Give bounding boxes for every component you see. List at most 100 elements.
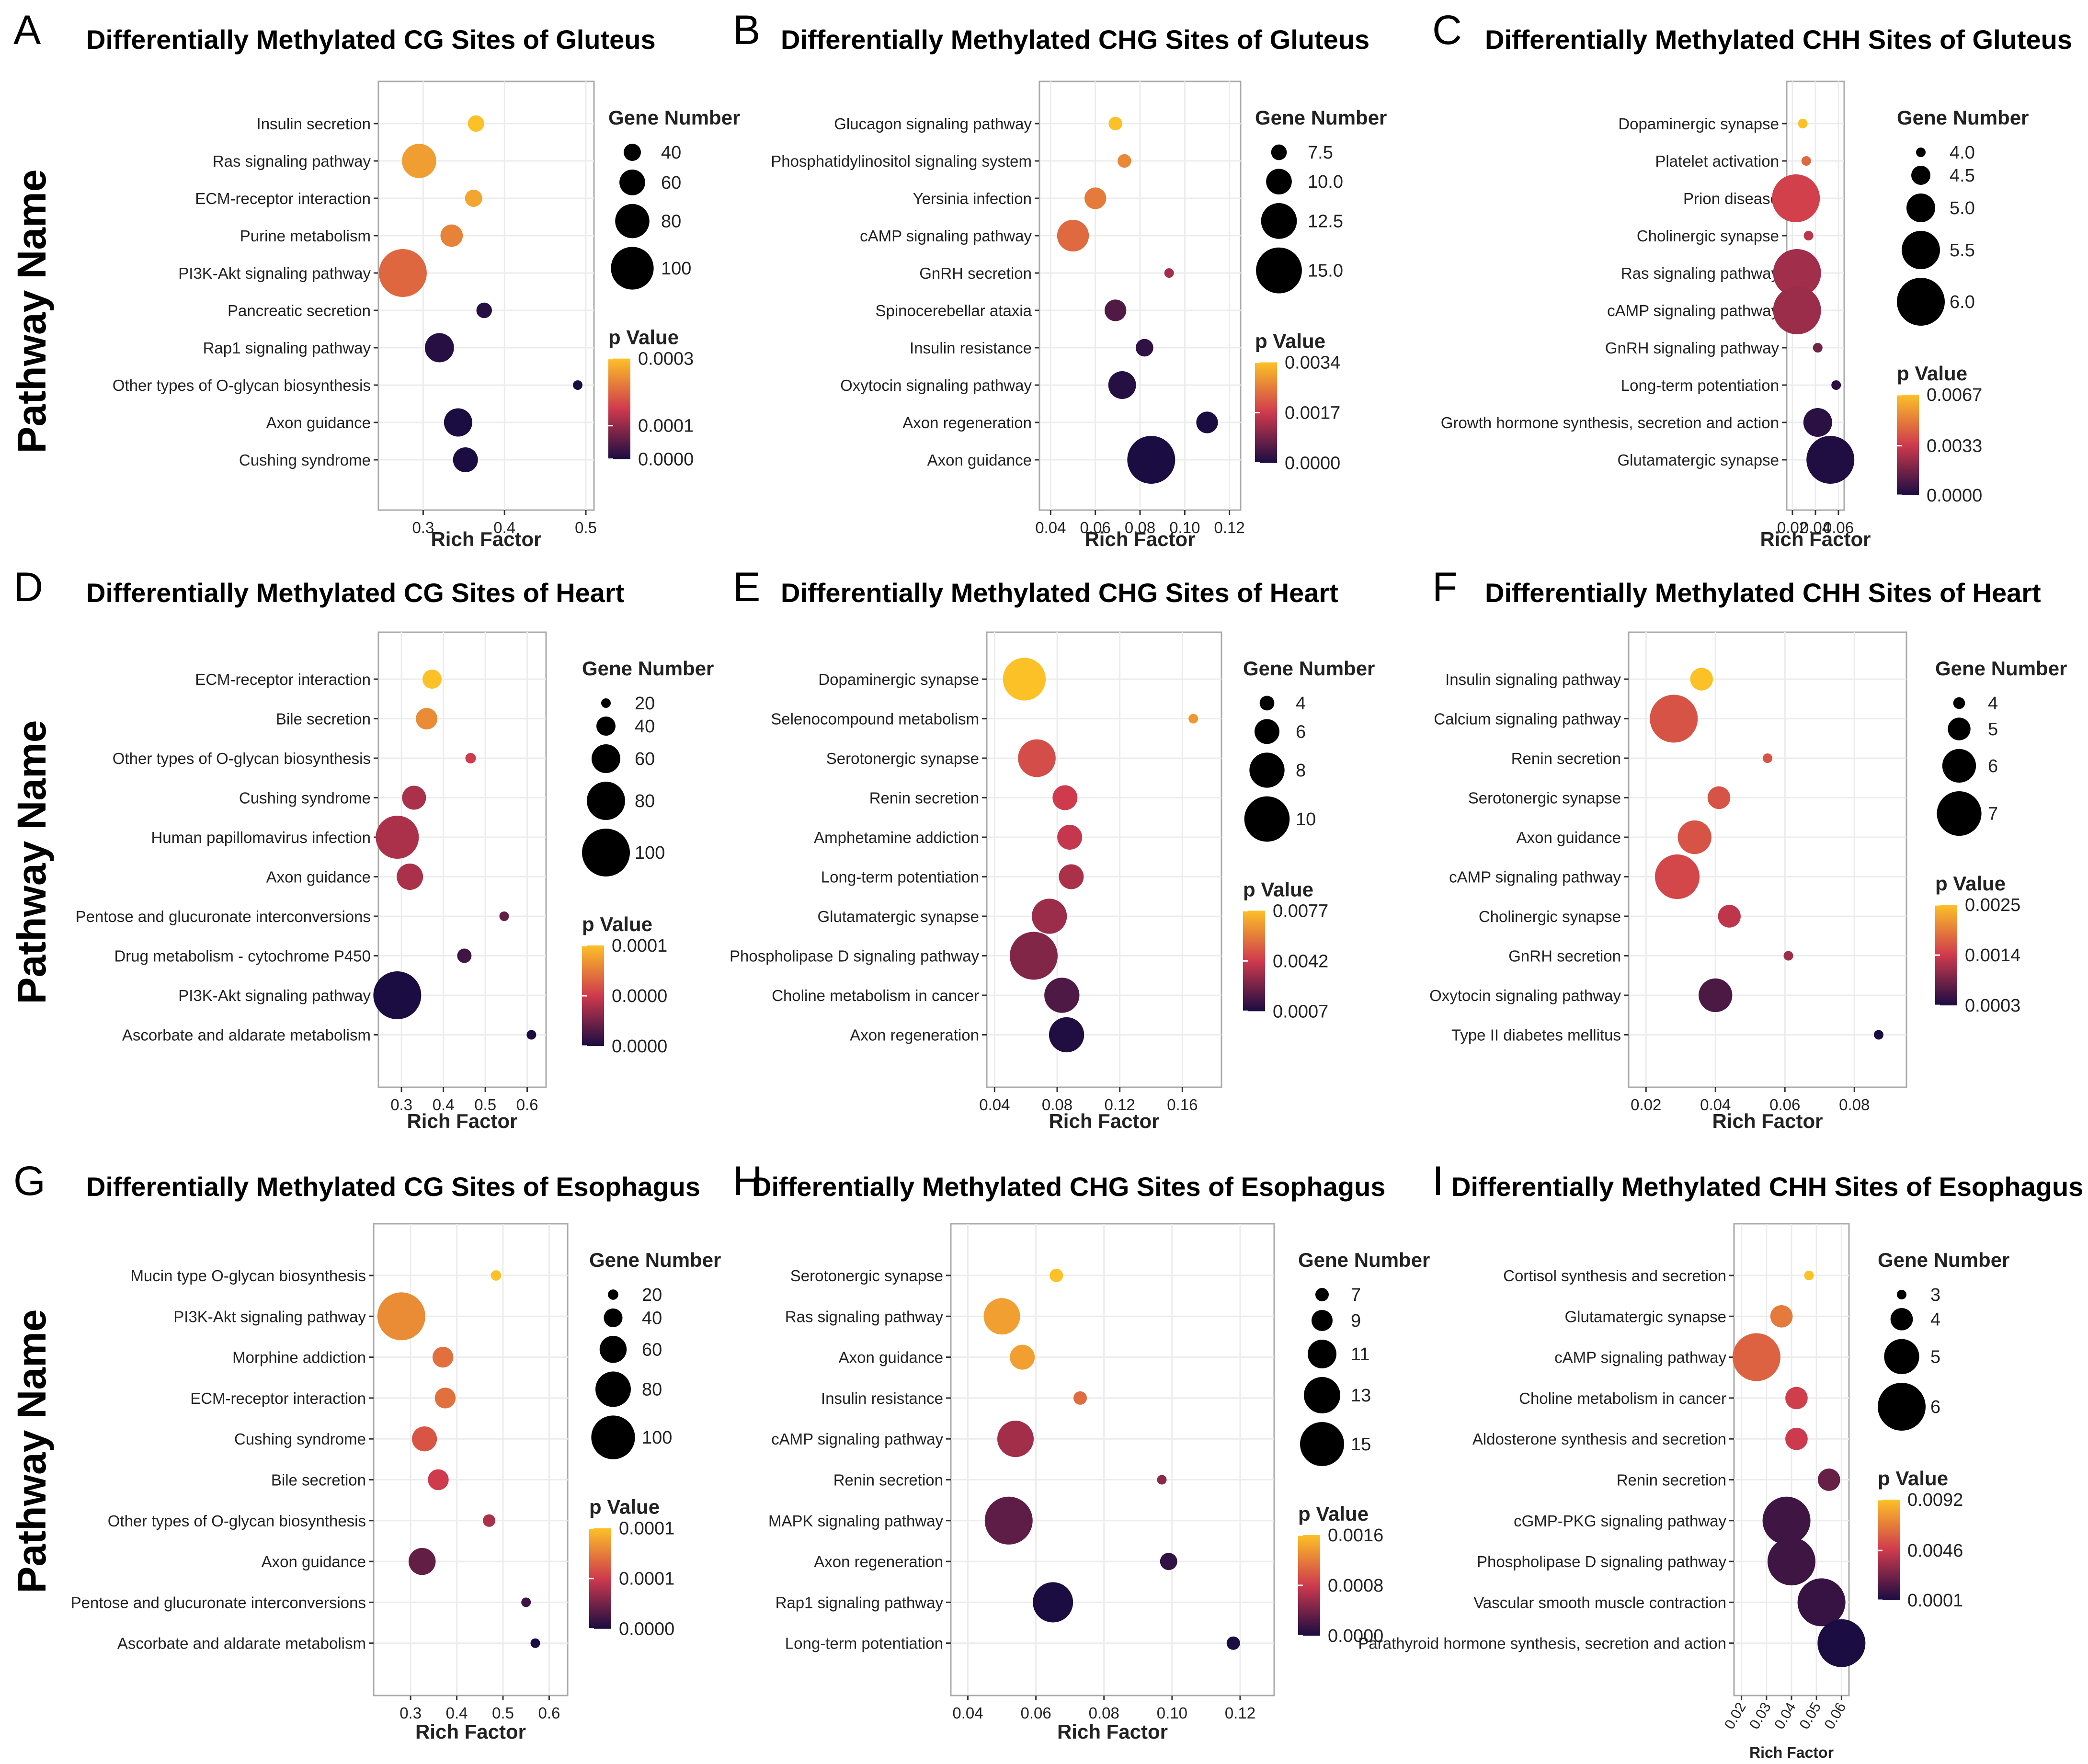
data-point [428, 1469, 449, 1491]
x-tick-label: 0.04 [1035, 519, 1066, 536]
size-legend-dot [1249, 752, 1285, 788]
colorbar-label: 0.0000 [638, 450, 694, 470]
colorbar-label: 0.0001 [619, 1569, 674, 1589]
panel-letter: D [13, 564, 43, 610]
pathway-label: Parathyroid hormone synthesis, secretion… [1358, 1635, 1726, 1652]
data-point [1059, 864, 1084, 889]
data-point [1018, 739, 1056, 777]
colorbar-label: 0.0000 [1927, 486, 1982, 506]
size-legend-dot [599, 1336, 627, 1363]
pathway-label: Phosphatidylinositol signaling system [771, 152, 1032, 170]
data-point [1127, 436, 1175, 484]
colorbar-label: 0.0046 [1907, 1541, 1963, 1561]
pathway-label: Insulin signaling pathway [1445, 671, 1621, 688]
size-legend-dot [592, 744, 620, 773]
data-point [1806, 436, 1855, 484]
panel-i: I Differentially Methylated CHH Sites of … [1358, 1158, 2083, 1761]
pathway-label: GnRH secretion [1508, 947, 1621, 965]
panel-letter: A [13, 7, 41, 53]
data-point [1057, 825, 1083, 850]
data-point [1718, 905, 1741, 928]
color-legend-title: p Value [1935, 872, 2006, 895]
x-tick-label: 0.02 [1777, 519, 1808, 536]
data-point [1044, 978, 1080, 1013]
data-point [1073, 1391, 1087, 1405]
pathway-label: cGMP-PKG signaling pathway [1514, 1512, 1726, 1530]
data-point [1052, 785, 1078, 810]
pathway-label: ECM-receptor interaction [195, 190, 371, 207]
pathway-label: Bile secretion [276, 710, 371, 728]
row-label-heart: Pathway Name [9, 720, 54, 1004]
size-legend-dot [1897, 1290, 1906, 1299]
pathway-label: Ascorbate and aldarate metabolism [122, 1026, 371, 1044]
x-axis-label: Rich Factor [1760, 528, 1871, 550]
data-point [1003, 658, 1046, 701]
x-tick-label: 0.10 [1169, 519, 1200, 536]
data-point [1010, 1344, 1035, 1370]
size-legend-dot [1911, 166, 1930, 185]
colorbar-label: 0.0042 [1273, 951, 1328, 971]
size-legend-dot [595, 1371, 631, 1407]
pathway-label: Spinocerebellar ataxia [875, 302, 1032, 319]
data-point [491, 1270, 502, 1281]
pathway-label: Long-term potentiation [821, 868, 979, 886]
data-point [1108, 116, 1122, 131]
pathway-label: Cholinergic synapse [1479, 908, 1621, 925]
data-point [1732, 1333, 1780, 1381]
colorbar-label: 0.0000 [619, 1619, 674, 1639]
size-legend-label: 40 [642, 1308, 662, 1328]
colorbar-label: 0.0067 [1927, 385, 1982, 405]
colorbar-label: 0.0000 [1328, 1626, 1383, 1646]
size-legend-dot [601, 698, 611, 708]
size-legend-label: 60 [661, 173, 681, 193]
plot-frame [986, 631, 1222, 1088]
panel-letter: I [1432, 1158, 1444, 1204]
pathway-label: Insulin secretion [257, 115, 371, 133]
colorbar-label: 0.0092 [1907, 1490, 1963, 1510]
size-legend-title: Gene Number [1255, 106, 1387, 129]
size-legend-dot [615, 204, 650, 239]
size-legend-label: 6.0 [1950, 292, 1975, 312]
pathway-label: Renin secretion [869, 789, 979, 807]
pathway-label: Insulin resistance [821, 1389, 943, 1407]
color-legend-title: p Value [1878, 1467, 1948, 1490]
pathway-label: Other types of O-glycan biosynthesis [108, 1512, 366, 1530]
size-legend-dot [1244, 796, 1290, 842]
size-legend-label: 80 [635, 791, 655, 811]
data-point [530, 1638, 540, 1648]
panel-c: C Differentially Methylated CHH Sites of … [1432, 7, 2072, 550]
data-point [424, 333, 454, 363]
pathway-label: Phospholipase D signaling pathway [1477, 1553, 1727, 1571]
size-legend-label: 10 [1296, 809, 1316, 830]
colorbar-label: 0.0008 [1328, 1576, 1383, 1596]
data-point [997, 1421, 1034, 1457]
data-point [416, 708, 438, 729]
plot-frame [950, 1223, 1275, 1696]
x-tick-label: 0.04 [1700, 1096, 1731, 1114]
pathway-label: Cushing syndrome [239, 451, 371, 469]
pathway-label: Axon guidance [1517, 829, 1621, 846]
pathway-label: Bile secretion [271, 1471, 366, 1489]
pathway-label: Amphetamine addiction [814, 829, 979, 846]
data-point [397, 864, 423, 890]
x-axis-label: Rich Factor [431, 528, 541, 550]
size-legend-label: 4 [1988, 694, 1998, 714]
pathway-label: Yersinia infection [913, 190, 1032, 207]
size-legend-label: 20 [642, 1285, 662, 1305]
data-point [1164, 268, 1174, 278]
size-legend-title: Gene Number [1897, 106, 2029, 129]
data-point [1226, 1636, 1240, 1650]
colorbar-label: 0.0000 [612, 1036, 667, 1057]
data-point [1033, 1582, 1073, 1623]
size-legend-label: 4.5 [1950, 166, 1975, 186]
data-point [1188, 714, 1198, 724]
data-point [1817, 1468, 1840, 1491]
size-legend-label: 5.0 [1950, 198, 1975, 218]
x-tick-label: 0.04 [1771, 1700, 1799, 1732]
pathway-label: Long-term potentiation [785, 1635, 943, 1652]
size-legend-dot [1308, 1340, 1336, 1368]
x-tick-label: 0.3 [399, 1704, 422, 1722]
data-point [1010, 932, 1058, 980]
x-tick-label: 0.4 [446, 1704, 468, 1722]
size-legend-label: 20 [635, 694, 655, 714]
